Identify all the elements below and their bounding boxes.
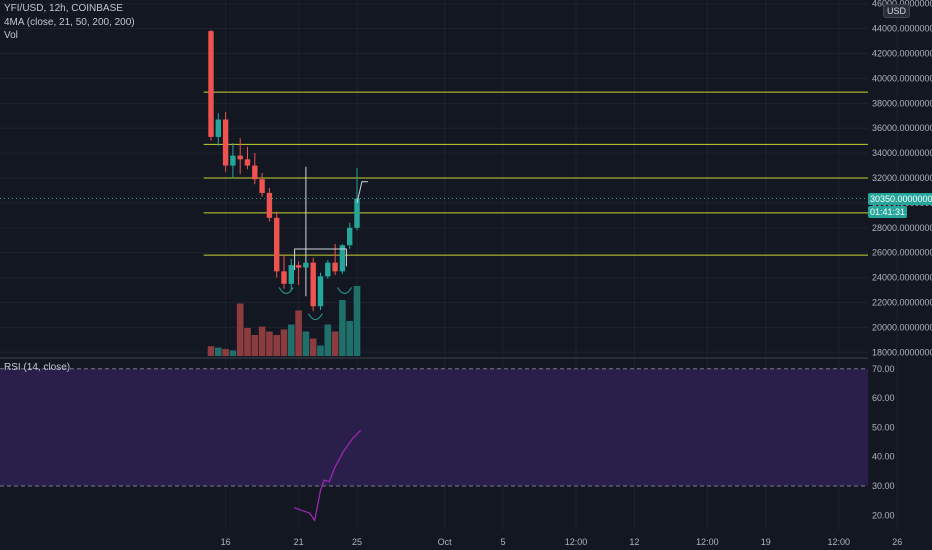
price-tick-label: 18000.00000000 [872, 347, 932, 357]
time-tick-label: 21 [294, 537, 304, 547]
time-tick-label: 16 [221, 537, 231, 547]
rsi-tick-label: 60.00 [872, 393, 895, 403]
candle-body [288, 265, 294, 284]
candle-body [230, 155, 236, 166]
rsi-tick-label: 70.00 [872, 364, 895, 374]
volume-bar [302, 331, 310, 356]
rsi-line [294, 429, 362, 522]
candle-body [274, 217, 280, 272]
volume-bar [331, 331, 339, 356]
support-resistance-lines [203, 91, 868, 256]
rsi-tick-label: 50.00 [872, 422, 895, 432]
price-tick-label: 24000.00000000 [872, 273, 932, 283]
price-axis[interactable]: 18000.00000000 20000.00000000 22000.000000… [872, 0, 932, 357]
price-tick-label: 32000.00000000 [872, 173, 932, 183]
price-tick-label: 20000.00000000 [872, 322, 932, 332]
volume-label[interactable]: Vol [4, 30, 18, 41]
rsi-bound-lines [0, 368, 868, 487]
candle-body [237, 155, 243, 160]
time-tick-label: 12:00 [828, 537, 851, 547]
price-tick-label: 22000.00000000 [872, 297, 932, 307]
candle-body [208, 31, 214, 137]
price-tick-label: 28000.00000000 [872, 223, 932, 233]
volume-bar [215, 347, 222, 356]
volume-bar [273, 335, 280, 356]
last-price-badge: 30350.00000000 [868, 192, 932, 205]
currency-button[interactable]: USD [882, 4, 910, 18]
countdown-badge: 01:41:31 [868, 205, 908, 218]
neckline-bracket [294, 248, 347, 271]
target-arrow [356, 181, 368, 204]
price-tick-label: 44000.00000000 [872, 24, 932, 34]
volume-bar [346, 321, 353, 356]
volume-bar [324, 324, 332, 356]
candle-body [325, 262, 331, 277]
volume-bar [236, 303, 244, 356]
volume-bar [258, 326, 266, 356]
time-tick-label: 19 [761, 537, 771, 547]
time-tick-label: 5 [500, 537, 505, 547]
candle-body [252, 165, 258, 180]
rsi-series-line [294, 429, 362, 522]
rsi-band [0, 368, 868, 487]
volume-bar [251, 335, 259, 356]
time-tick-label: 12:00 [565, 537, 588, 547]
price-tick-label: 40000.00000000 [872, 73, 932, 83]
candle-body [310, 262, 316, 307]
volume-bar [207, 346, 215, 356]
volume-bar [288, 324, 295, 356]
rsi-tick-label: 40.00 [872, 452, 895, 462]
candle-body [244, 159, 251, 166]
price-tick-label: 38000.00000000 [872, 98, 932, 108]
shoulder-arc [307, 313, 323, 321]
price-tick-label: 34000.00000000 [872, 148, 932, 158]
volume-bar [222, 349, 229, 356]
price-tick-label: 42000.00000000 [872, 49, 932, 59]
price-tick-label: 26000.00000000 [872, 248, 932, 258]
candle-body [215, 119, 221, 137]
rsi-label[interactable]: RSI (14, close) [4, 362, 71, 373]
time-tick-label: 12:00 [696, 537, 719, 547]
ma-indicator-label[interactable]: 4MA (close, 21, 50, 200, 200) [4, 17, 135, 28]
time-tick-label: Oct [438, 537, 453, 547]
candle-body [332, 262, 338, 272]
volume-bar [309, 338, 317, 356]
candle-body [317, 276, 324, 307]
rsi-tick-label: 20.00 [872, 510, 895, 520]
candle-body [339, 245, 346, 272]
time-tick-label: 12 [629, 537, 639, 547]
volume-bar [339, 300, 346, 356]
candles [208, 29, 360, 312]
shoulder-arc [337, 287, 353, 295]
shoulder-arc [278, 287, 294, 295]
candle-body [347, 227, 353, 246]
volume-bar [266, 331, 273, 356]
pattern-annotations [278, 181, 368, 321]
volume-bar [353, 286, 361, 356]
volume-bar [229, 350, 237, 356]
candle-body [259, 179, 265, 193]
candle-body [222, 119, 229, 166]
volume-bar [280, 329, 288, 356]
symbol-title: YFI/USD, 12h, COINBASE [4, 3, 123, 14]
candle-body [354, 198, 360, 228]
time-tick-label: 25 [352, 537, 362, 547]
time-axis[interactable]: 16 21 25 Oct 5 12:00 12 12:00 19 12:00 26 [221, 537, 903, 547]
time-tick-label: 26 [892, 537, 902, 547]
price-tick-label: 36000.00000000 [872, 123, 932, 133]
candle-body [295, 265, 302, 268]
volume-bars [207, 286, 361, 356]
candle-body [281, 271, 287, 284]
volume-bar [295, 310, 302, 356]
volume-bar [317, 345, 324, 356]
rsi-tick-label: 30.00 [872, 481, 895, 491]
rsi-axis[interactable]: 20.00 30.00 40.00 50.00 60.00 70.00 [872, 364, 895, 521]
volume-bar [244, 328, 251, 356]
candle-body [303, 262, 309, 268]
candle-body [266, 192, 273, 218]
